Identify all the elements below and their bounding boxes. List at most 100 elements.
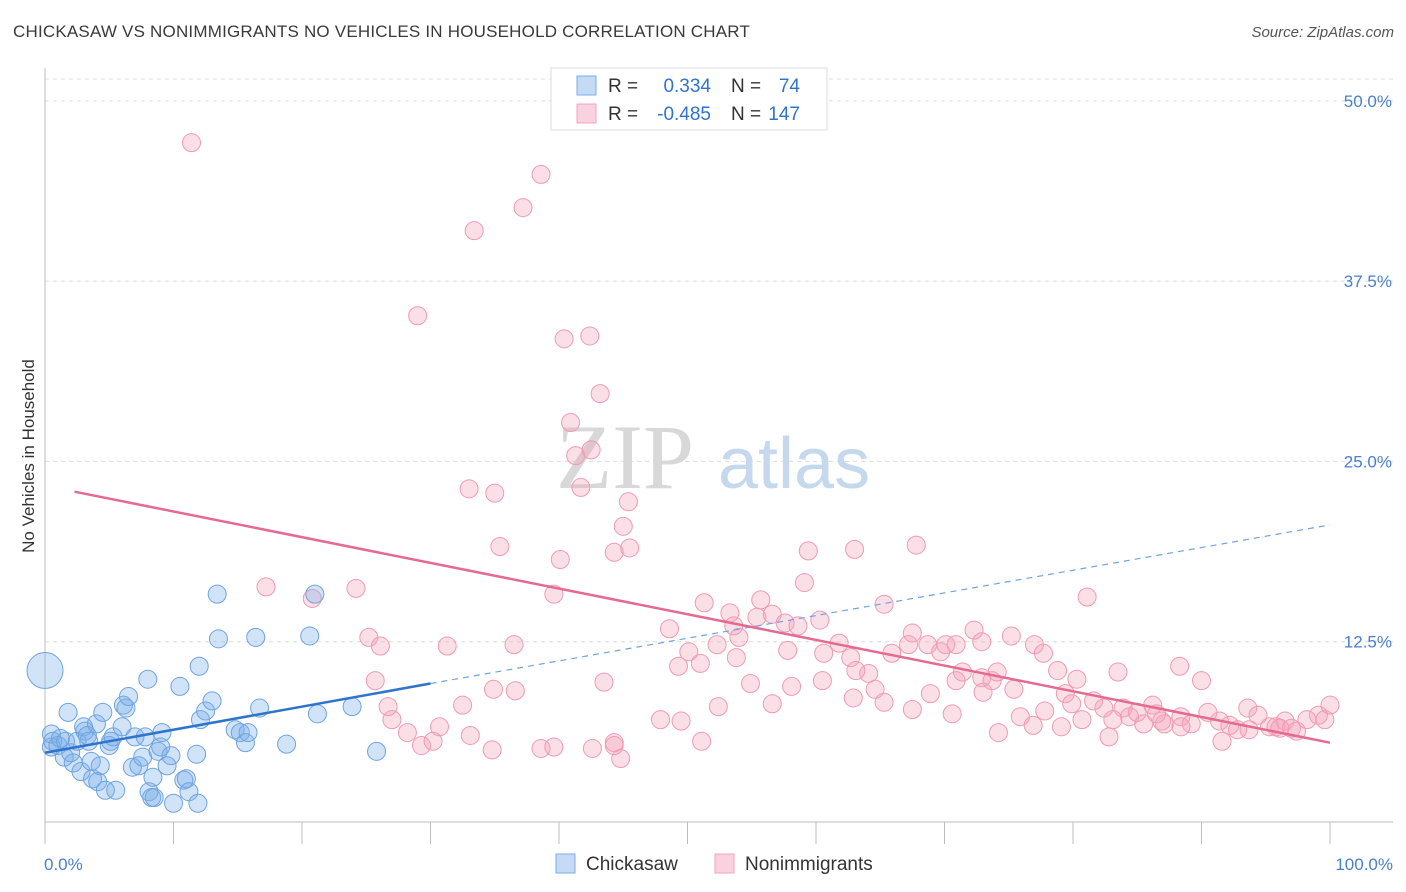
grid — [45, 78, 1393, 643]
stats-legend-box — [550, 67, 828, 131]
point-nonimmigrants — [782, 676, 802, 696]
point-nonimmigrants — [1010, 707, 1030, 727]
point-nonimmigrants — [1004, 679, 1024, 699]
point-chickasaw — [367, 741, 387, 761]
point-chickasaw — [164, 793, 183, 813]
point-nonimmigrants — [590, 384, 610, 404]
trend-nonimmigrants — [74, 490, 1331, 744]
point-nonimmigrants — [671, 711, 691, 731]
point-nonimmigrants — [1192, 671, 1211, 691]
point-nonimmigrants — [846, 661, 866, 681]
point-nonimmigrants — [582, 738, 602, 758]
point-nonimmigrants — [794, 573, 814, 593]
point-nonimmigrants — [256, 577, 276, 597]
point-chickasaw — [112, 717, 132, 737]
point-chickasaw — [300, 626, 320, 646]
point-nonimmigrants — [571, 477, 591, 497]
point-nonimmigrants — [740, 674, 760, 694]
stats-legend: R = 0.334 N = 74 R = -0.485 N = 147 — [550, 67, 828, 131]
point-nonimmigrants — [604, 736, 624, 756]
point-nonimmigrants — [1315, 710, 1335, 730]
point-nonimmigrants — [408, 306, 428, 326]
point-chickasaw — [277, 734, 297, 754]
point-nonimmigrants — [751, 590, 771, 610]
point-chickasaw — [95, 780, 115, 800]
point-nonimmigrants — [505, 681, 525, 701]
point-nonimmigrants — [972, 632, 992, 652]
point-chickasaw — [79, 731, 99, 751]
point-nonimmigrants — [798, 541, 818, 561]
axes — [44, 68, 1393, 844]
point-nonimmigrants — [812, 671, 832, 691]
point-chickasaw — [143, 767, 163, 787]
point-nonimmigrants — [613, 516, 633, 536]
point-nonimmigrants — [1281, 718, 1301, 738]
y-axis-label: No Vehicles in Household — [19, 359, 38, 553]
bottom-legend-label-nonimmigrants: Nonimmigrants — [745, 854, 873, 875]
source-label: Source: ZipAtlas.com — [1251, 24, 1394, 41]
watermark-zip: ZIP — [556, 406, 694, 508]
point-nonimmigrants — [504, 635, 524, 655]
point-chickasaw — [207, 584, 227, 604]
point-nonimmigrants — [708, 697, 728, 717]
point-nonimmigrants — [346, 578, 366, 598]
legend-n-label-1: N = — [731, 76, 761, 97]
legend-r-label-1: R = — [608, 76, 638, 97]
point-nonimmigrants — [1171, 717, 1191, 737]
point-chickasaw — [342, 697, 362, 717]
point-chickasaw — [196, 701, 216, 721]
point-chickasaw — [50, 728, 70, 748]
point-chickasaw — [157, 756, 177, 776]
point-chickasaw — [26, 652, 64, 690]
point-chickasaw — [238, 723, 258, 743]
trend-chickasaw — [44, 682, 431, 754]
point-nonimmigrants — [1048, 661, 1068, 681]
point-nonimmigrants — [814, 643, 834, 663]
point-nonimmigrants — [660, 619, 680, 639]
point-chickasaw — [81, 751, 101, 771]
y-tick-label: 37.5% — [1344, 272, 1392, 291]
point-chickasaw — [307, 704, 327, 724]
point-chickasaw — [71, 762, 91, 782]
point-nonimmigrants — [1077, 587, 1097, 607]
point-chickasaw — [161, 746, 181, 766]
x-tick-label: 0.0% — [44, 855, 83, 874]
point-chickasaw — [86, 714, 106, 734]
point-nonimmigrants — [594, 672, 614, 692]
point-nonimmigrants — [679, 642, 699, 662]
point-nonimmigrants — [1035, 701, 1055, 721]
point-nonimmigrants — [845, 539, 865, 559]
tick-labels: 12.5% 25.0% 37.5% 50.0% 0.0% 100.0% — [44, 92, 1393, 874]
point-nonimmigrants — [1099, 727, 1119, 747]
legend-n-value-1: 74 — [779, 76, 801, 97]
point-nonimmigrants — [561, 412, 581, 432]
point-chickasaw — [122, 757, 142, 777]
y-tick-label: 12.5% — [1344, 633, 1392, 652]
point-nonimmigrants — [485, 483, 505, 503]
point-chickasaw — [188, 793, 208, 813]
point-nonimmigrants — [946, 635, 966, 655]
point-nonimmigrants — [946, 671, 966, 691]
point-chickasaw — [225, 720, 245, 740]
point-nonimmigrants — [1238, 698, 1258, 718]
point-chickasaw — [230, 723, 250, 743]
point-nonimmigrants — [690, 653, 710, 673]
legend-swatch-nonimmigrants — [576, 103, 597, 124]
point-nonimmigrants — [669, 656, 689, 676]
point-nonimmigrants — [865, 679, 885, 699]
legend-r-label-2: R = — [608, 104, 638, 125]
point-nonimmigrants — [554, 329, 574, 349]
point-nonimmigrants — [460, 725, 480, 745]
point-nonimmigrants — [531, 164, 551, 184]
point-nonimmigrants — [1033, 643, 1053, 663]
point-chickasaw — [119, 687, 139, 707]
point-nonimmigrants — [365, 671, 385, 691]
point-nonimmigrants — [651, 710, 671, 730]
point-nonimmigrants — [788, 616, 808, 636]
point-chickasaw — [90, 756, 110, 776]
point-nonimmigrants — [459, 479, 479, 499]
point-chickasaw — [305, 584, 325, 604]
point-nonimmigrants — [964, 620, 984, 640]
point-chickasaw — [116, 698, 136, 718]
